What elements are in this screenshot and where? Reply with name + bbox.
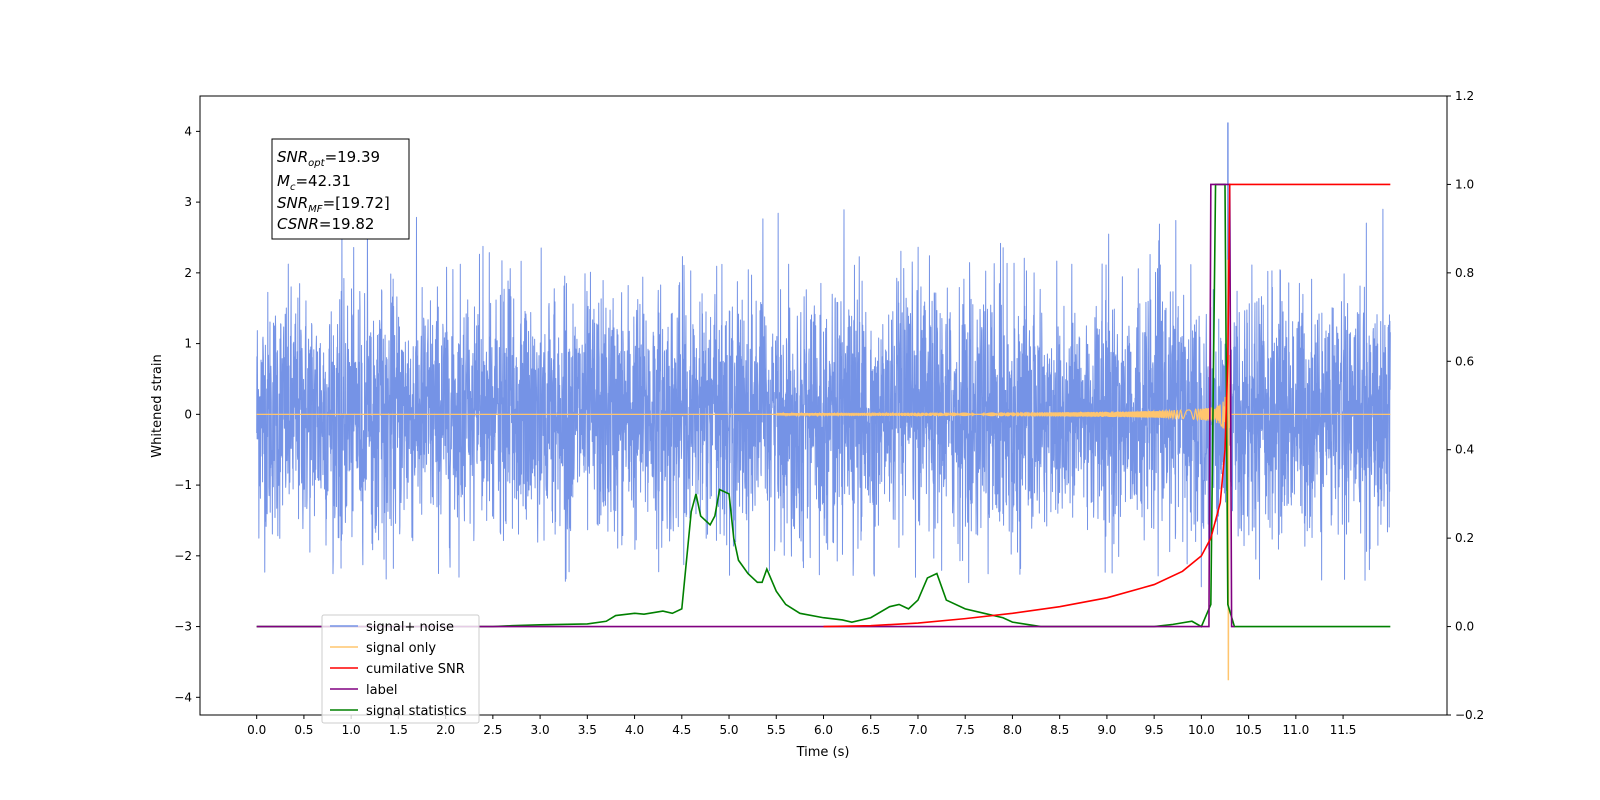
x-tick-label: 1.0: [342, 723, 361, 737]
y-right-tick-label: −0.2: [1455, 708, 1484, 722]
legend-entry-signal-statistics: signal statistics: [366, 704, 467, 719]
y-right-tick-label: 0.6: [1455, 354, 1474, 368]
signal-only-series: [256, 259, 1391, 681]
y-axis-label: Whitened strain: [150, 354, 165, 457]
x-tick-label: 11.5: [1330, 723, 1357, 737]
y-axis-left: 4 3 2 1 0 −1 −2 −3 −4: [174, 124, 200, 704]
annotation-box: SNRopt=19.39 Mc=42.31 SNRMF=[19.72] CSNR…: [271, 138, 410, 240]
legend-entry-signal-noise: signal+ noise: [366, 620, 454, 635]
signal-noise-series: [256, 122, 1391, 599]
x-tick-label: 1.5: [389, 723, 408, 737]
label-line: [256, 183, 1235, 628]
y-left-tick-label: −3: [174, 620, 192, 634]
x-tick-label: 8.5: [1050, 723, 1069, 737]
cumilative-snr-series: [823, 183, 1391, 628]
y-right-tick-label: 1.0: [1455, 177, 1474, 191]
annotation-csnr: CSNR=19.82: [277, 215, 374, 233]
y-right-tick-label: 0.0: [1455, 620, 1474, 634]
x-tick-label: 9.0: [1097, 723, 1116, 737]
annotation-snr-mf: SNRMF=[19.72]: [277, 194, 390, 215]
annotation-snr-opt: SNRopt=19.39: [277, 148, 380, 169]
legend-entry-cumilative-snr: cumilative SNR: [366, 662, 465, 677]
x-tick-label: 3.5: [578, 723, 597, 737]
y-left-tick-label: 1: [184, 337, 192, 351]
legend-entry-signal-only: signal only: [366, 641, 436, 656]
cumilative-snr-line: [823, 183, 1391, 628]
x-axis-label: Time (s): [796, 745, 850, 760]
x-tick-label: 2.0: [436, 723, 455, 737]
x-tick-label: 2.5: [483, 723, 502, 737]
y-left-tick-label: −2: [174, 549, 192, 563]
x-tick-label: 8.0: [1003, 723, 1022, 737]
x-tick-label: 3.0: [531, 723, 550, 737]
x-tick-label: 9.5: [1145, 723, 1164, 737]
x-tick-label: 10.5: [1235, 723, 1262, 737]
y-left-tick-label: 3: [184, 195, 192, 209]
label-series: [256, 183, 1235, 628]
y-left-tick-label: −4: [174, 690, 192, 704]
legend: signal+ noise signal only cumilative SNR…: [321, 614, 480, 724]
signal-noise-line: [256, 122, 1391, 599]
y-left-tick-label: 2: [184, 266, 192, 280]
y-right-tick-label: 0.8: [1455, 266, 1474, 280]
x-tick-label: 5.0: [719, 723, 738, 737]
x-tick-label: 10.0: [1188, 723, 1215, 737]
y-right-tick-label: 0.4: [1455, 443, 1474, 457]
y-right-tick-label: 1.2: [1455, 89, 1474, 103]
x-tick-label: 7.0: [908, 723, 927, 737]
x-tick-label: 7.5: [956, 723, 975, 737]
x-tick-label: 6.5: [861, 723, 880, 737]
y-left-tick-label: 0: [184, 407, 192, 421]
y-left-tick-label: 4: [184, 124, 192, 138]
y-axis-right: 1.2 1.0 0.8 0.6 0.4 0.2 0.0 −0.2: [1447, 89, 1484, 722]
x-tick-label: 6.0: [814, 723, 833, 737]
legend-entry-label: label: [366, 683, 397, 698]
signal-only-line: [256, 259, 1391, 681]
x-tick-label: 4.5: [672, 723, 691, 737]
x-tick-label: 11.0: [1282, 723, 1309, 737]
x-tick-label: 5.5: [767, 723, 786, 737]
x-tick-label: 0.5: [294, 723, 313, 737]
y-right-tick-label: 0.2: [1455, 531, 1474, 545]
y-left-tick-label: −1: [174, 478, 192, 492]
x-tick-label: 0.0: [247, 723, 266, 737]
annotation-mc: Mc=42.31: [277, 172, 351, 193]
x-axis: 0.0 0.5 1.0 1.5 2.0 2.5 3.0 3.5 4.0 4.5 5.0 5.5 6.0 6…: [247, 715, 1356, 737]
x-tick-label: 4.0: [625, 723, 644, 737]
